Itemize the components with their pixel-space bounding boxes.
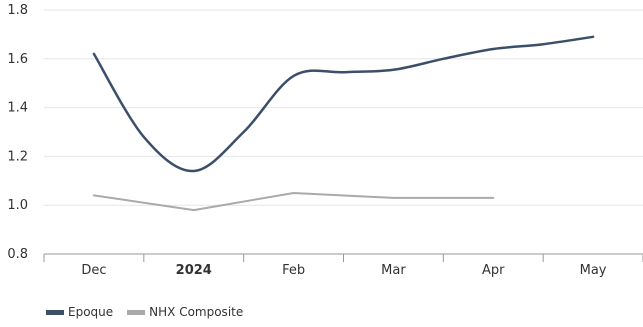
series-line-nhx-composite: [92, 192, 495, 212]
x-tick-label: Apr: [482, 263, 505, 278]
legend-swatch-nhx-composite: [127, 309, 146, 315]
legend-label-nhx-composite: NHX Composite: [149, 305, 244, 319]
legend-item-epoque[interactable]: Epoque: [46, 305, 113, 319]
legend: Epoque NHX Composite: [46, 305, 257, 319]
legend-label-epoque: Epoque: [68, 305, 114, 319]
line-chart: 0.8 1.0 1.2 1.4 1.6 1.8 Dec 2024 Feb Mar Apr May: [7, 3, 643, 278]
x-axis: Dec 2024 Feb Mar Apr May: [43, 253, 643, 278]
y-tick-label: 1.2: [7, 149, 28, 164]
x-tick-label: Mar: [381, 263, 406, 278]
x-tick-label: 2024: [176, 263, 212, 278]
y-tick-label: 0.8: [7, 247, 28, 262]
y-tick-label: 1.0: [7, 198, 28, 213]
y-tick-label: 1.8: [7, 3, 28, 18]
legend-item-nhx-composite[interactable]: NHX Composite: [127, 305, 243, 319]
y-tick-label: 1.4: [7, 101, 28, 116]
y-tick-label: 1.6: [7, 52, 28, 67]
series-lines: [92, 35, 595, 212]
y-axis-ticks: 0.8 1.0 1.2 1.4 1.6 1.8: [7, 3, 28, 262]
x-tick-label: Feb: [282, 263, 305, 278]
series-line-epoque: [92, 35, 595, 173]
legend-swatch-epoque: [46, 309, 64, 315]
x-tick-label: May: [580, 263, 607, 278]
x-tick-label: Dec: [81, 263, 106, 278]
grid-lines: [44, 9, 643, 206]
